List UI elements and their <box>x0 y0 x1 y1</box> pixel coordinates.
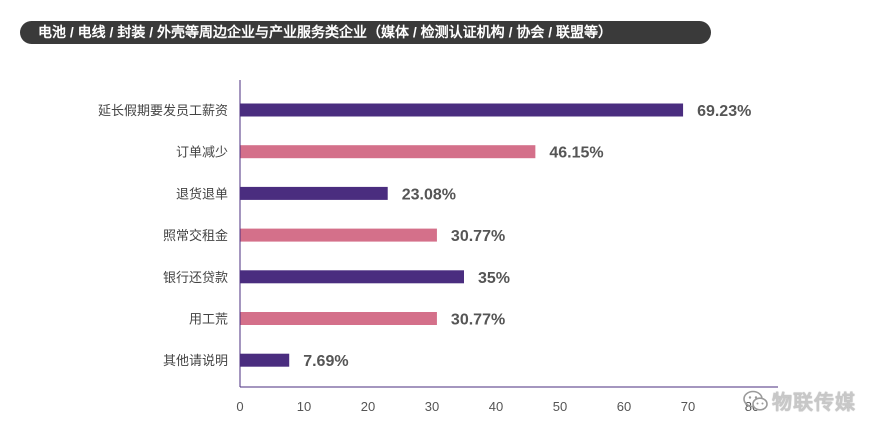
bar <box>240 270 464 284</box>
category-label: 延长假期要发员工薪资 <box>98 103 228 118</box>
bar <box>240 186 388 200</box>
x-tick-label: 20 <box>361 399 375 414</box>
wechat-icon <box>743 390 768 411</box>
category-label: 其他请说明 <box>163 353 228 368</box>
category-label: 订单减少 <box>176 145 228 160</box>
x-tick-label: 40 <box>489 399 503 414</box>
data-label: 35% <box>478 270 510 287</box>
x-tick-label: 60 <box>617 399 631 414</box>
data-label: 7.69% <box>303 353 348 370</box>
chart-title: 电池 / 电线 / 封装 / 外壳等周边企业与产业服务类企业（媒体 / 检测认证… <box>20 21 711 44</box>
x-tick-label: 0 <box>236 399 243 414</box>
data-label: 69.23% <box>697 103 751 120</box>
category-label: 照常交租金 <box>163 228 228 243</box>
bar <box>240 312 437 325</box>
data-label: 46.15% <box>549 145 603 162</box>
data-label: 30.77% <box>451 228 505 245</box>
x-tick-label: 70 <box>681 399 695 414</box>
bar <box>240 228 437 242</box>
x-tick-label: 10 <box>297 399 311 414</box>
category-label: 银行还贷款 <box>163 270 228 285</box>
category-label: 退货退单 <box>176 186 228 201</box>
bar <box>240 145 536 159</box>
x-tick-label: 50 <box>553 399 567 414</box>
x-tick-label: 30 <box>425 399 439 414</box>
category-label: 用工荒 <box>189 312 228 327</box>
bar <box>240 103 684 117</box>
data-label: 23.08% <box>402 186 456 203</box>
watermark-text: 物联传媒 <box>772 392 856 414</box>
watermark: 物联传媒 <box>742 386 882 416</box>
bar <box>240 353 290 367</box>
data-label: 30.77% <box>451 312 505 329</box>
bars-layer: 延长假期要发员工薪资 69.23% 订单减少 46.15% 退货退单 23.08% 照常交租… <box>98 103 759 414</box>
